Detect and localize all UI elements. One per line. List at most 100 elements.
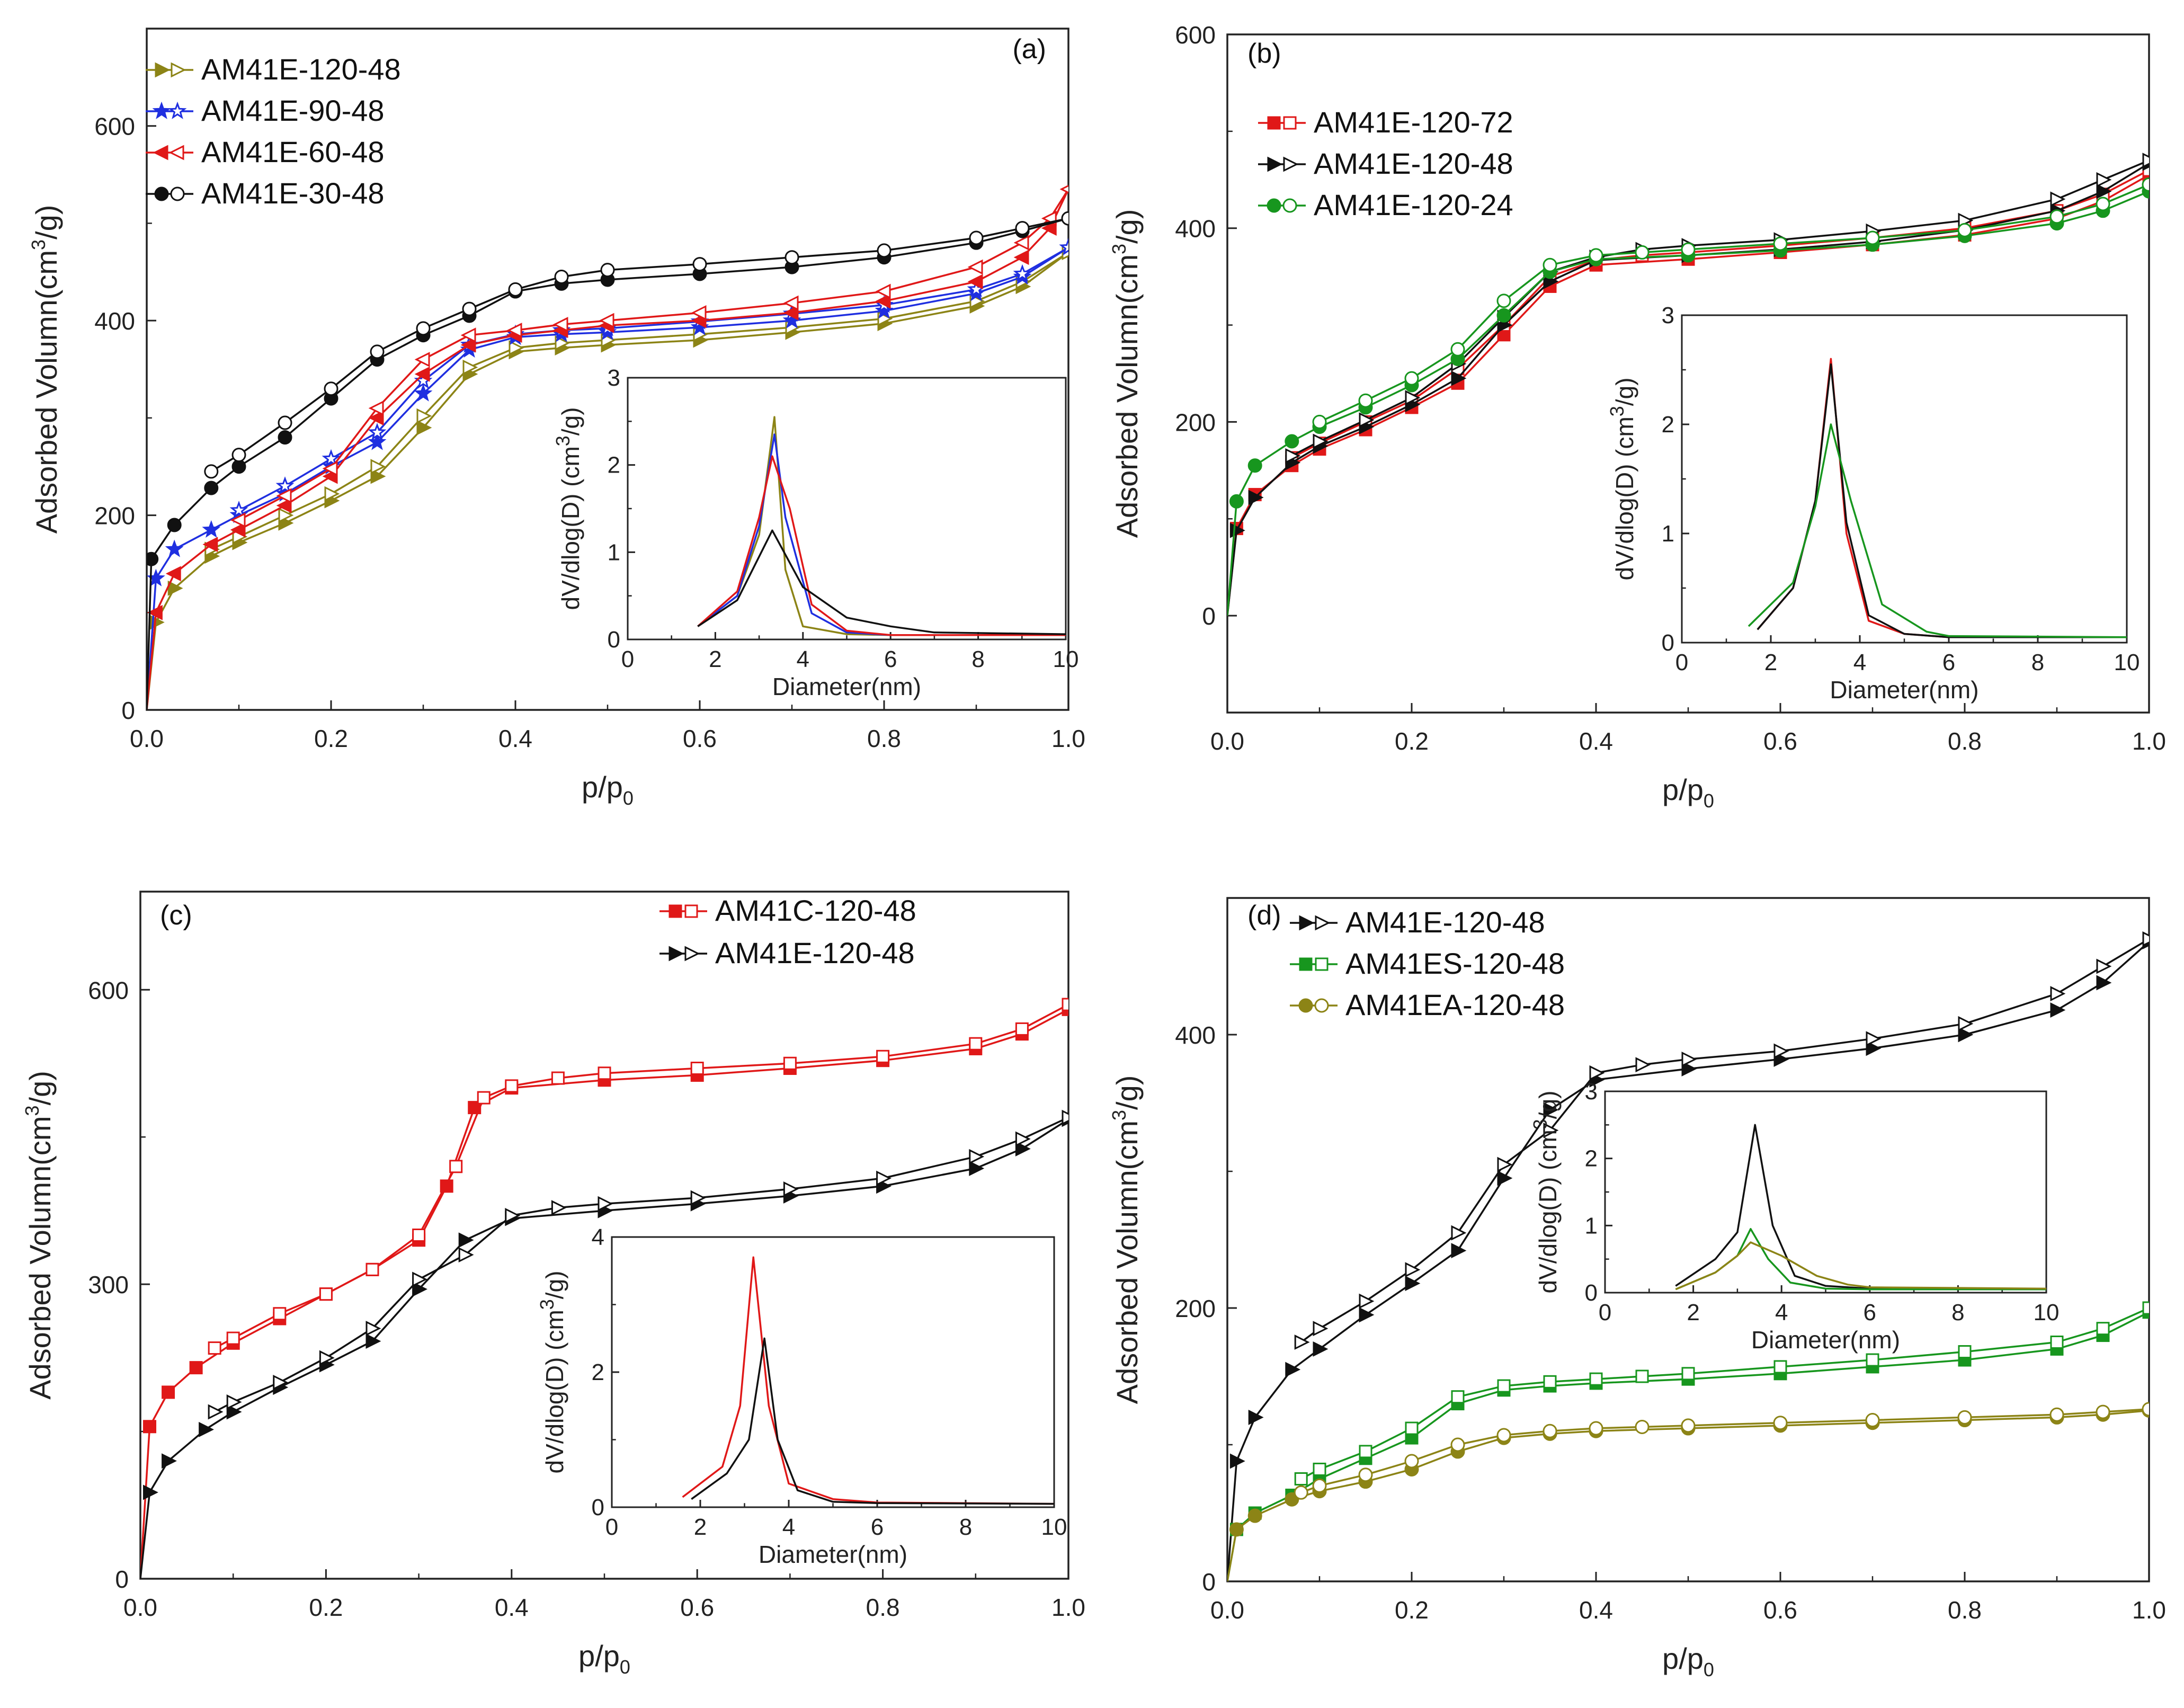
adsorption-point-am41e-120-48 <box>1497 1170 1513 1186</box>
inset-b-xtick-label: 2 <box>1764 650 1777 675</box>
main-b-xtick-label: 0.6 <box>1763 727 1797 755</box>
desorption-point-am41e-120-48 <box>412 1271 427 1287</box>
legend-marker <box>153 145 168 161</box>
desorption-point-am41ea-120-48 <box>1589 1421 1603 1436</box>
desorption-point-am41e-120-24 <box>1358 393 1373 408</box>
desorption-point-am41ea-120-48 <box>2049 1407 2064 1422</box>
desorption-line-am41e-120-48 <box>211 252 1068 550</box>
legend-marker <box>170 186 185 201</box>
desorption-point-am41ea-120-48 <box>1865 1413 1880 1428</box>
adsorption-point-am41e-90-48 <box>202 520 221 538</box>
desorption-point-am41e-120-48 <box>1285 448 1301 464</box>
desorption-point-am41es-120-48 <box>1681 1367 1695 1381</box>
desorption-point-am41e-60-48 <box>460 327 476 343</box>
desorption-point-am41e-120-48 <box>2142 153 2149 168</box>
main-b-xtick-label: 1.0 <box>2132 727 2166 755</box>
desorption-point-am41e-30-48 <box>785 250 799 265</box>
main-c-xtick-label: 0.2 <box>309 1594 343 1621</box>
desorption-point-am41ea-120-48 <box>1404 1454 1419 1469</box>
adsorption-point-am41e-120-48 <box>1285 1362 1301 1377</box>
legend-entry: AM41ES-120-48 <box>1345 947 1565 980</box>
adsorption-point-am41e-120-48 <box>199 1421 214 1437</box>
adsorption-point-am41c-120-48 <box>468 1101 482 1115</box>
legend-marker <box>684 904 698 918</box>
adsorption-point-am41e-120-48 <box>458 1232 474 1248</box>
inset-a-xtick-label: 8 <box>971 646 984 672</box>
inset-c-ytick-label: 0 <box>592 1494 604 1520</box>
main-c-ytick-label: 300 <box>88 1271 129 1298</box>
desorption-point-am41e-120-48 <box>1359 1293 1375 1309</box>
adsorption-point-am41e-60-48 <box>1041 220 1057 236</box>
desorption-point-am41ea-120-48 <box>1635 1419 1650 1434</box>
inset-plot-area <box>1748 358 2127 638</box>
legend-b: AM41E-120-72 AM41E-120-48 AM41E-120-24 <box>1258 105 1513 221</box>
desorption-point-am41es-120-48 <box>1866 1353 1879 1367</box>
desorption-point-am41c-120-48 <box>505 1079 519 1093</box>
desorption-point-am41e-30-48 <box>324 381 338 396</box>
panel-label-c: (c) <box>160 900 192 931</box>
desorption-point-am41e-120-48 <box>1015 1131 1031 1147</box>
main-b-xtick-label: 0.4 <box>1579 727 1613 755</box>
adsorption-point-am41e-120-24 <box>1285 434 1299 449</box>
legend-marker <box>1283 116 1297 130</box>
desorption-line-am41e-120-48 <box>1300 938 2149 1343</box>
desorption-point-am41c-120-48 <box>598 1066 611 1080</box>
adsorption-point-am41e-60-48 <box>414 366 430 382</box>
inset-x-axis-label: Diameter(nm) <box>759 1541 907 1568</box>
desorption-point-am41es-120-48 <box>1497 1379 1511 1393</box>
main-b-ytick-label: 0 <box>1202 602 1216 630</box>
main-c-xtick-label: 0.6 <box>680 1594 714 1621</box>
inset-y-axis-label-tail: /g) <box>557 407 584 435</box>
legend-marker <box>684 946 700 962</box>
inset-a-ytick-label: 3 <box>608 365 620 391</box>
desorption-point-am41e-30-48 <box>462 301 477 316</box>
inset-c-ytick-label: 4 <box>592 1224 604 1250</box>
adsorption-point-am41e-120-48 <box>2096 975 2112 991</box>
inset-d-frame <box>1604 1090 2047 1294</box>
desorption-point-am41e-60-48 <box>783 295 799 311</box>
desorption-point-am41e-120-24 <box>1635 245 1650 260</box>
desorption-point-am41ea-120-48 <box>2096 1404 2110 1419</box>
legend-marker <box>1299 915 1315 931</box>
legend-marker <box>171 62 186 78</box>
desorption-point-am41e-120-48 <box>1866 1031 1882 1047</box>
desorption-point-am41e-120-48 <box>783 1181 799 1197</box>
desorption-point-am41es-120-48 <box>2142 1301 2149 1315</box>
desorption-point-am41es-120-48 <box>1359 1445 1372 1458</box>
legend-marker <box>1283 156 1299 172</box>
adsorption-point-am41e-120-48 <box>1313 1341 1329 1357</box>
adsorption-point-am41e-60-48 <box>1013 250 1029 265</box>
panel-a: 0.0 0.2 0.4 0.6 0.8 1.00200400600p/p0Adsorbed… <box>28 28 1085 809</box>
desorption-point-am41e-60-48 <box>230 512 246 528</box>
desorption-line-am41e-30-48 <box>210 217 1068 473</box>
inset-d-xtick-label: 0 <box>1599 1300 1611 1326</box>
desorption-point-am41e-120-48 <box>324 486 340 502</box>
desorption-point-am41e-120-48 <box>1635 1057 1651 1073</box>
adsorption-point-am41e-120-48 <box>1866 1040 1882 1056</box>
main-d-xtick-label: 1.0 <box>2132 1596 2166 1624</box>
legend-entry: AM41C-120-48 <box>715 894 916 927</box>
inset-a-ytick-label: 1 <box>608 539 620 565</box>
desorption-point-am41e-120-48 <box>416 408 432 424</box>
desorption-point-am41e-120-24 <box>2049 209 2064 224</box>
adsorption-point-am41e-60-48 <box>783 305 799 321</box>
desorption-point-am41es-120-48 <box>2050 1336 2064 1349</box>
pore-size-line-am41e-120-24 <box>1748 423 2127 638</box>
desorption-point-am41es-120-48 <box>1589 1372 1603 1386</box>
adsorption-point-am41e-120-48 <box>226 1404 242 1420</box>
inset-b-ytick-label: 0 <box>1662 630 1674 656</box>
desorption-point-am41e-120-48 <box>551 1200 567 1216</box>
desorption-point-am41e-120-48 <box>462 359 478 375</box>
legend-marker <box>168 145 184 161</box>
desorption-point-am41e-120-48 <box>1681 1052 1697 1067</box>
desorption-point-am41e-60-48 <box>1013 235 1029 251</box>
desorption-point-am41e-90-48 <box>1059 238 1068 256</box>
inset-d-xtick-label: 8 <box>1951 1300 1964 1326</box>
pore-size-line-am41e-60-48 <box>697 455 1066 636</box>
desorption-point-am41e-60-48 <box>414 352 430 368</box>
desorption-point-am41e-120-48 <box>2096 172 2112 188</box>
legend-marker <box>1298 998 1313 1013</box>
adsorption-point-am41e-30-48 <box>231 459 246 474</box>
adsorption-point-am41e-120-24 <box>1229 494 1244 509</box>
adsorption-point-am41e-120-48 <box>1543 1102 1559 1118</box>
